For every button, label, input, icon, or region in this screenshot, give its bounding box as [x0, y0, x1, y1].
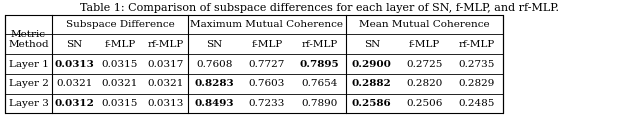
Text: rf-MLP: rf-MLP	[147, 40, 184, 49]
Text: 0.2506: 0.2506	[406, 99, 442, 108]
Text: Subspace Difference: Subspace Difference	[66, 20, 174, 29]
Text: 0.0321: 0.0321	[147, 79, 184, 88]
Text: 0.8283: 0.8283	[195, 79, 234, 88]
Text: SN: SN	[206, 40, 223, 49]
Text: f-MLP: f-MLP	[104, 40, 136, 49]
Text: Mean Mutual Coherence: Mean Mutual Coherence	[359, 20, 490, 29]
Text: 0.7654: 0.7654	[301, 79, 337, 88]
Text: Layer 2: Layer 2	[8, 79, 49, 88]
Text: 0.0321: 0.0321	[102, 79, 138, 88]
Text: Table 1: Comparison of subspace differences for each layer of SN, f-MLP, and rf-: Table 1: Comparison of subspace differen…	[81, 3, 559, 13]
Text: SN: SN	[67, 40, 83, 49]
Text: Layer 3: Layer 3	[8, 99, 49, 108]
Text: 0.7608: 0.7608	[196, 59, 232, 69]
Text: f-MLP: f-MLP	[252, 40, 282, 49]
Text: 0.0313: 0.0313	[54, 59, 95, 69]
Text: Metric: Metric	[11, 30, 46, 39]
Text: 0.7890: 0.7890	[301, 99, 337, 108]
Text: 0.2586: 0.2586	[352, 99, 392, 108]
Text: rf-MLP: rf-MLP	[459, 40, 495, 49]
Text: 0.0313: 0.0313	[147, 99, 184, 108]
Text: 0.7895: 0.7895	[300, 59, 339, 69]
Text: 0.2882: 0.2882	[352, 79, 392, 88]
Text: 0.7603: 0.7603	[249, 79, 285, 88]
Text: f-MLP: f-MLP	[409, 40, 440, 49]
Text: Method: Method	[8, 40, 49, 49]
Text: 0.0317: 0.0317	[147, 59, 184, 69]
Text: Layer 1: Layer 1	[8, 59, 49, 69]
Text: 0.0312: 0.0312	[54, 99, 95, 108]
Text: 0.0315: 0.0315	[102, 99, 138, 108]
Text: 0.2820: 0.2820	[406, 79, 442, 88]
Text: 0.2485: 0.2485	[459, 99, 495, 108]
Text: rf-MLP: rf-MLP	[301, 40, 337, 49]
Text: Maximum Mutual Coherence: Maximum Mutual Coherence	[190, 20, 344, 29]
Text: 0.2900: 0.2900	[352, 59, 392, 69]
Text: 0.8493: 0.8493	[195, 99, 234, 108]
Text: 0.2829: 0.2829	[459, 79, 495, 88]
Text: SN: SN	[364, 40, 380, 49]
Text: 0.7233: 0.7233	[249, 99, 285, 108]
Text: 0.2725: 0.2725	[406, 59, 442, 69]
Text: 0.2735: 0.2735	[459, 59, 495, 69]
Text: 0.0315: 0.0315	[102, 59, 138, 69]
Text: 0.7727: 0.7727	[249, 59, 285, 69]
Text: 0.0321: 0.0321	[56, 79, 93, 88]
Bar	[5, 15, 503, 113]
